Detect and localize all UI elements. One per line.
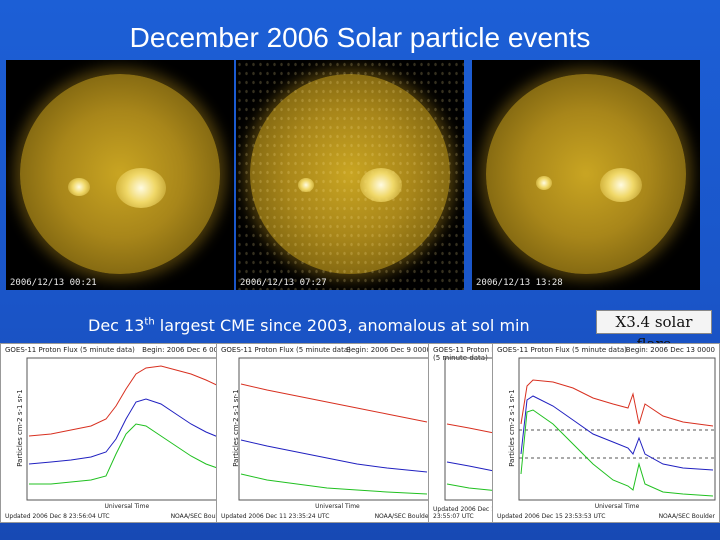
plot-4-xlabel: Universal Time: [594, 503, 640, 510]
plot-4-begin: Begin: 2006 Dec 13 0000: [625, 346, 715, 354]
plot-2-updated: Updated 2006 Dec 11 23:35:24 UTC: [221, 513, 330, 520]
plot-1-begin: Begin: 2006 Dec 6 0000: [142, 346, 227, 354]
proton-flux-plot-4: GOES-11 Proton Flux (5 minute data) Begi…: [492, 343, 720, 523]
sun-image-1: 2006/12/13 00:21: [6, 60, 234, 290]
caption: Dec 13th largest CME since 2003, anomalo…: [88, 316, 530, 335]
plot-3-updated: Updated 2006 Dec 14 23:55:07 UTC: [433, 506, 499, 520]
plot-2-begin: Begin: 2006 Dec 9 0000: [346, 346, 431, 354]
proton-flux-plot-2: GOES-11 Proton Flux (5 minute data) Begi…: [216, 343, 436, 523]
plot-1-source: NOAA/SEC Boulder: [170, 513, 227, 520]
plot-4-chart: [518, 357, 716, 501]
plot-1-xlabel: Universal Time: [104, 503, 150, 510]
sun-image-3-timestamp: 2006/12/13 13:28: [476, 278, 563, 288]
sun-image-1-timestamp: 2006/12/13 00:21: [10, 278, 97, 288]
plot-1-updated: Updated 2006 Dec 8 23:56:04 UTC: [5, 513, 110, 520]
plot-4-title: GOES-11 Proton Flux (5 minute data): [497, 346, 627, 354]
sun-image-3: 2006/12/13 13:28: [472, 60, 700, 290]
sun-image-2-timestamp: 2006/12/13 07:27: [240, 278, 327, 288]
sun-image-2: 2006/12/13 07:27: [236, 60, 464, 290]
plot-4-updated: Updated 2006 Dec 15 23:53:53 UTC: [497, 513, 606, 520]
plot-2-chart: [238, 357, 430, 501]
plot-1-chart: [26, 357, 226, 501]
slide-title: December 2006 Solar particle events: [129, 22, 591, 53]
caption-prefix: Dec 13: [88, 316, 145, 335]
plot-2-title: GOES-11 Proton Flux (5 minute data): [221, 346, 351, 354]
caption-rest: largest CME since 2003, anomalous at sol…: [154, 316, 530, 335]
caption-sup: th: [144, 316, 155, 328]
plot-2-xlabel: Universal Time: [315, 503, 360, 510]
plot-1-title: GOES-11 Proton Flux (5 minute data): [5, 346, 135, 354]
plot-2-source: NOAA/SEC Boulder: [374, 513, 431, 520]
flare-label: X3.4 solar flare: [596, 310, 712, 353]
plot-4-source: NOAA/SEC Boulder: [658, 513, 715, 520]
proton-flux-plot-1: GOES-11 Proton Flux (5 minute data) Begi…: [0, 343, 232, 523]
